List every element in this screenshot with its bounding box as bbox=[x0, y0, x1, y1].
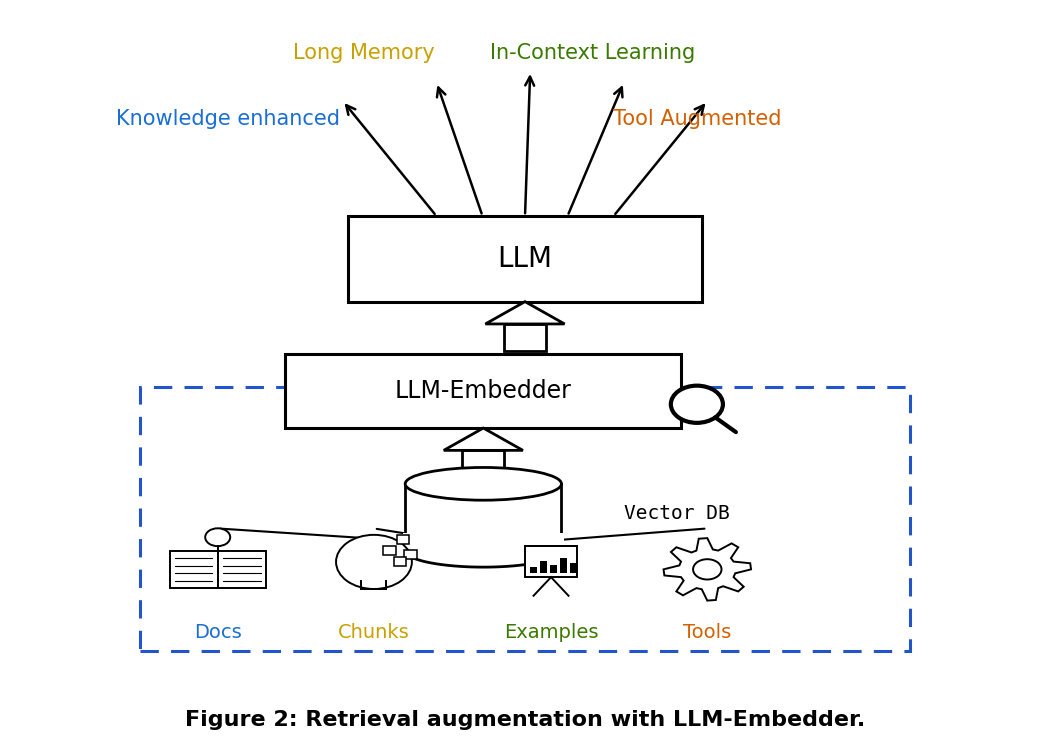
Circle shape bbox=[671, 386, 722, 423]
Text: Long Memory: Long Memory bbox=[293, 43, 435, 62]
Bar bbox=[397, 535, 410, 544]
Polygon shape bbox=[664, 538, 751, 601]
Bar bbox=[550, 565, 556, 574]
Bar bbox=[404, 550, 417, 559]
Bar bbox=[540, 562, 547, 574]
Bar bbox=[504, 324, 546, 351]
Text: Tool Augmented: Tool Augmented bbox=[612, 110, 781, 129]
Bar bbox=[530, 567, 537, 574]
Bar bbox=[462, 450, 504, 481]
Bar bbox=[525, 546, 578, 578]
Text: Chunks: Chunks bbox=[338, 623, 410, 642]
Bar bbox=[560, 558, 567, 574]
Text: LLM-Embedder: LLM-Embedder bbox=[395, 379, 572, 403]
Ellipse shape bbox=[405, 468, 562, 500]
Bar bbox=[394, 557, 406, 566]
Text: Figure 2: Retrieval augmentation with LLM-Embedder.: Figure 2: Retrieval augmentation with LL… bbox=[185, 710, 865, 729]
Text: Docs: Docs bbox=[194, 623, 242, 642]
Polygon shape bbox=[485, 302, 565, 324]
Bar bbox=[286, 353, 681, 428]
Circle shape bbox=[693, 559, 721, 580]
Circle shape bbox=[336, 535, 412, 589]
Text: LLM: LLM bbox=[498, 245, 552, 273]
Polygon shape bbox=[403, 533, 564, 550]
Bar bbox=[383, 546, 396, 555]
Text: Vector DB: Vector DB bbox=[624, 504, 730, 523]
Text: Examples: Examples bbox=[504, 623, 598, 642]
Text: In-Context Learning: In-Context Learning bbox=[490, 43, 695, 62]
Text: Knowledge enhanced: Knowledge enhanced bbox=[117, 110, 340, 129]
Text: Tools: Tools bbox=[684, 623, 732, 642]
Polygon shape bbox=[170, 550, 217, 588]
Bar bbox=[348, 216, 702, 302]
Circle shape bbox=[205, 529, 230, 546]
Polygon shape bbox=[217, 550, 266, 588]
Polygon shape bbox=[405, 484, 562, 550]
Bar bbox=[570, 562, 576, 574]
Polygon shape bbox=[444, 428, 523, 450]
